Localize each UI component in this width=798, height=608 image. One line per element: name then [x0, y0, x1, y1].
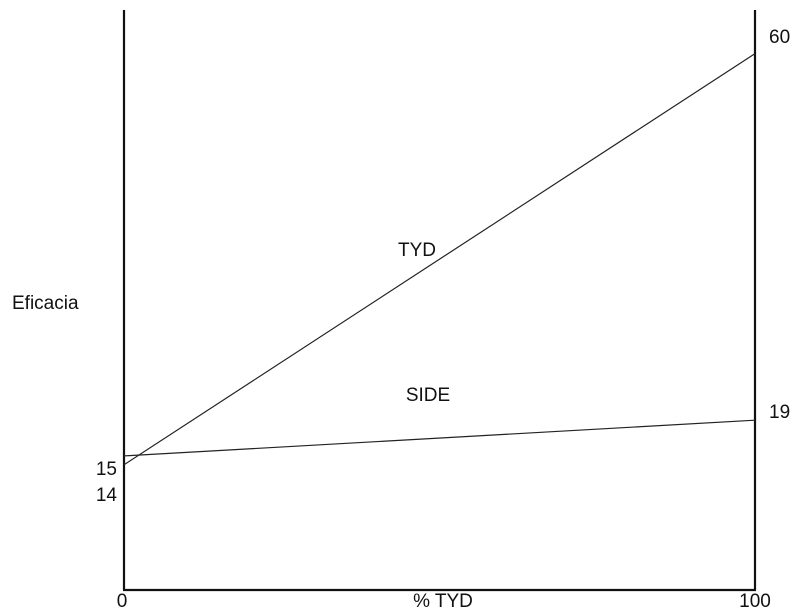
series-label-side: SIDE: [406, 385, 450, 406]
x-tick-label-100: 100: [739, 591, 771, 608]
right-value-label-tyd: 60: [769, 27, 790, 48]
series-line-side: [123, 419, 756, 457]
left-value-label-tyd: 14: [96, 485, 118, 506]
series-label-tyd: TYD: [398, 240, 436, 261]
right-value-label-side: 19: [769, 402, 790, 423]
series-line-tyd: [123, 53, 756, 466]
x-tick-label-0: 0: [117, 591, 128, 608]
left-value-label-side: 15: [96, 459, 117, 480]
series-layer: [123, 53, 756, 466]
y-axis-title: Eficacia: [12, 293, 79, 314]
x-axis-title: % TYD: [413, 591, 473, 608]
